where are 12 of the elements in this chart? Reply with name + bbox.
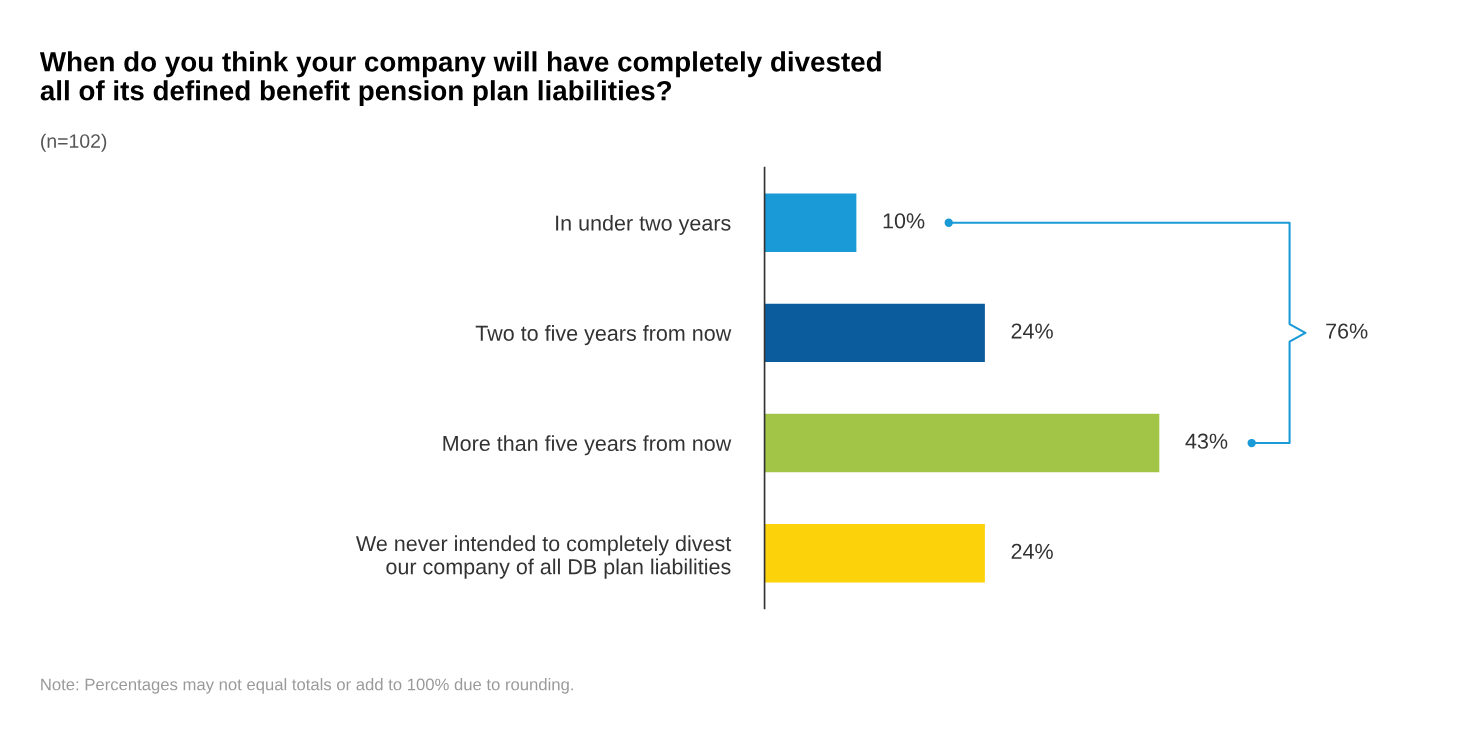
text: (n=102) (41, 133, 107, 152)
text: 76% (1326, 323, 1368, 339)
text: Note: Percentages may not equal totals or add to 100% due to rounding. (41, 678, 573, 694)
y-tick-label: Two to five years from now (475, 325, 732, 346)
data-label: 43% (1185, 433, 1228, 449)
data-label: 10% (883, 213, 925, 229)
data-label: 24% (1011, 323, 1053, 339)
y-tick-label: More than five years from now (443, 435, 732, 456)
y-tick-label: In under two years (556, 214, 731, 235)
data-label: 24% (1011, 543, 1053, 559)
y-tick-label: We never intended to completely divest our company of all DB plan liabilities (355, 535, 732, 579)
text: When do you think your company will have completely divested all of its defined benefit pension plan liabilities? (39, 51, 881, 107)
